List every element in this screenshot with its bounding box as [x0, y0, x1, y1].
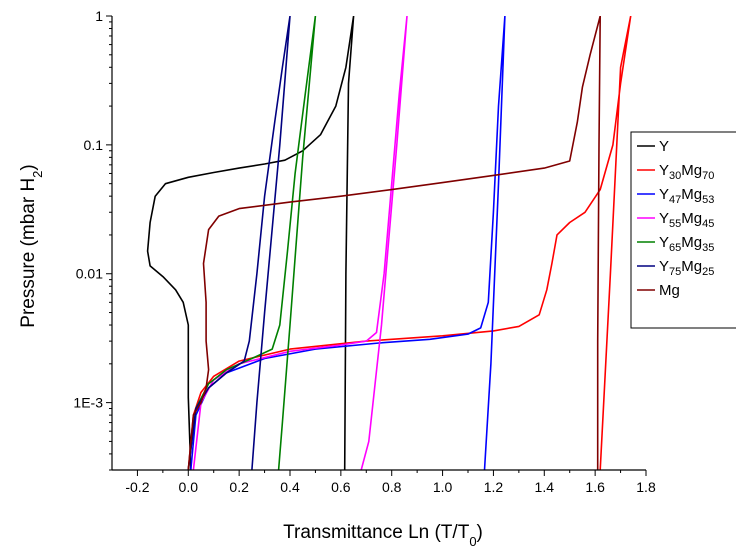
- legend-box: [630, 131, 736, 329]
- y-tick-label: 0.1: [84, 137, 104, 153]
- y-tick-label: 1: [95, 8, 103, 24]
- legend-entry: Y30Mg70: [659, 162, 714, 182]
- series-layer: [146, 16, 632, 470]
- series-line-y: [146, 16, 355, 470]
- y-tick-label: 1E-3: [73, 395, 103, 411]
- x-axis-title: Transmittance Ln (T/T0): [283, 522, 483, 549]
- legend: Y Y30Mg70 Y47Mg53 Y55Mg45 Y65Mg35 Y75Mg25 Mg: [630, 131, 736, 329]
- legend-entry: Y75Mg25: [659, 258, 714, 278]
- x-tick-label: -0.2: [125, 479, 149, 495]
- legend-entry: Y55Mg45: [659, 210, 714, 230]
- ticks-layer: -0.2 0.0 0.2 0.4 0.6 0.8 1.0 1.2 1.4 1.6 1.8 1E-3 0.…: [73, 8, 656, 495]
- y-axis-title: Pressure (mbar H2): [18, 164, 45, 327]
- series-line-y75mg25: [187, 16, 291, 470]
- series-line-y55mg45: [192, 16, 408, 470]
- x-tick-label: 0.2: [229, 479, 249, 495]
- series-line-y30mg70: [187, 16, 632, 470]
- y-tick-label: 0.01: [76, 266, 103, 282]
- series-line-y65mg35: [187, 16, 317, 470]
- x-tick-label: 0.8: [382, 479, 402, 495]
- series-line-mg: [187, 16, 602, 470]
- axes-layer: [111, 16, 646, 471]
- x-tick-label: 0.6: [331, 479, 351, 495]
- legend-entry: Y47Mg53: [659, 186, 714, 206]
- x-tick-label: 1.8: [636, 479, 656, 495]
- x-tick-label: 0.0: [179, 479, 199, 495]
- x-tick-label: 1.0: [433, 479, 453, 495]
- x-tick-label: 1.2: [484, 479, 504, 495]
- x-tick-label: 1.6: [585, 479, 605, 495]
- x-tick-label: 0.4: [280, 479, 300, 495]
- legend-entry: Y: [659, 138, 669, 155]
- x-tick-label: 1.4: [535, 479, 555, 495]
- legend-entry: Mg: [659, 282, 680, 299]
- legend-entry: Y65Mg35: [659, 234, 714, 254]
